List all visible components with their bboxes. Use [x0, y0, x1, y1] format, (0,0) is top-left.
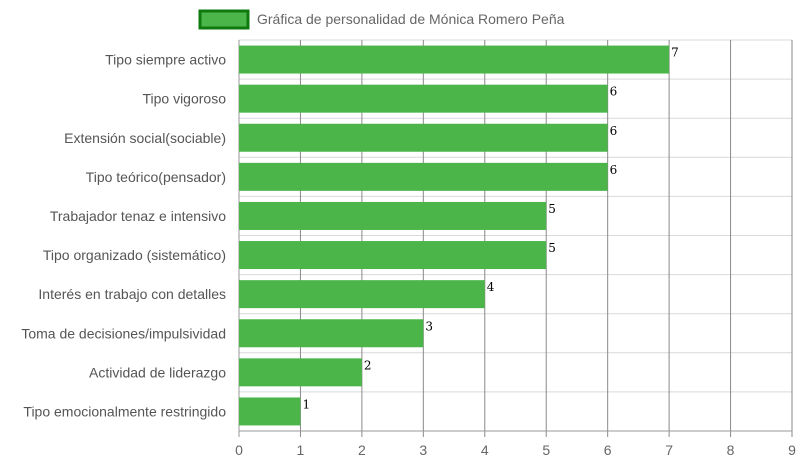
- category-label: Tipo teórico(pensador): [86, 169, 226, 185]
- x-tick-label: 3: [419, 442, 427, 458]
- category-label: Tipo organizado (sistemático): [43, 247, 226, 263]
- data-label: 5: [548, 241, 556, 255]
- data-label: 2: [364, 358, 372, 372]
- x-tick-label: 6: [604, 442, 612, 458]
- category-label: Trabajador tenaz e intensivo: [50, 208, 226, 224]
- category-label: Extensión social(sociable): [64, 130, 226, 146]
- data-label: 6: [610, 85, 618, 99]
- x-tick-label: 5: [542, 442, 550, 458]
- data-label: 1: [302, 397, 310, 411]
- data-label: 6: [610, 124, 618, 138]
- category-label: Toma de decisiones/impulsividad: [21, 325, 226, 341]
- x-tick-label: 7: [665, 442, 673, 458]
- x-tick-label: 2: [358, 442, 366, 458]
- legend: Gráfica de personalidad de Mónica Romero…: [198, 9, 565, 30]
- category-label: Tipo emocionalmente restringido: [23, 403, 226, 419]
- x-tick-label: 0: [235, 442, 243, 458]
- x-axis-tick-labels: 0 1 2 3 4 5 6 7 8 9: [235, 442, 796, 458]
- bar: [239, 123, 608, 152]
- x-tick-label: 4: [481, 442, 489, 458]
- bar: [239, 358, 362, 387]
- x-tick-label: 8: [727, 442, 735, 458]
- category-labels: Tipo siempre activo Tipo vigoroso Extensió…: [21, 52, 226, 420]
- data-label: 6: [610, 163, 618, 177]
- category-label: Interés en trabajo con detalles: [38, 286, 226, 302]
- data-label: 4: [487, 280, 495, 294]
- bars: [239, 45, 670, 426]
- data-label: 7: [671, 46, 679, 60]
- bar: [239, 162, 608, 191]
- x-tick-label: 1: [297, 442, 305, 458]
- bar: [239, 84, 608, 113]
- category-label: Tipo vigoroso: [142, 91, 226, 107]
- x-tick-label: 9: [788, 442, 796, 458]
- bar: [239, 241, 547, 270]
- bar: [239, 397, 301, 426]
- bar: [239, 319, 424, 348]
- data-label: 3: [425, 319, 433, 333]
- bar: [239, 280, 485, 309]
- bar: [239, 201, 547, 230]
- category-label: Actividad de liderazgo: [89, 364, 226, 380]
- data-label: 5: [548, 202, 556, 216]
- bar: [239, 45, 670, 74]
- category-label: Tipo siempre activo: [105, 52, 226, 68]
- legend-label: Gráfica de personalidad de Mónica Romero…: [257, 11, 565, 27]
- legend-swatch: [198, 9, 250, 30]
- data-labels: 7 6 6 6 5 5 4 3 2 1: [302, 46, 678, 412]
